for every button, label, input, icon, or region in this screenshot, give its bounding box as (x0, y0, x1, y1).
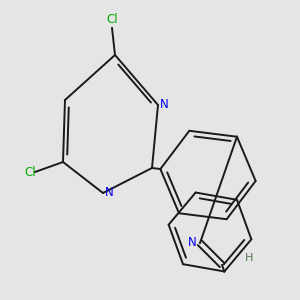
Text: N: N (160, 98, 169, 112)
Text: N: N (105, 187, 114, 200)
Text: Cl: Cl (106, 13, 118, 26)
Text: N: N (188, 236, 197, 250)
Text: H: H (245, 253, 254, 263)
Text: Cl: Cl (24, 166, 36, 178)
